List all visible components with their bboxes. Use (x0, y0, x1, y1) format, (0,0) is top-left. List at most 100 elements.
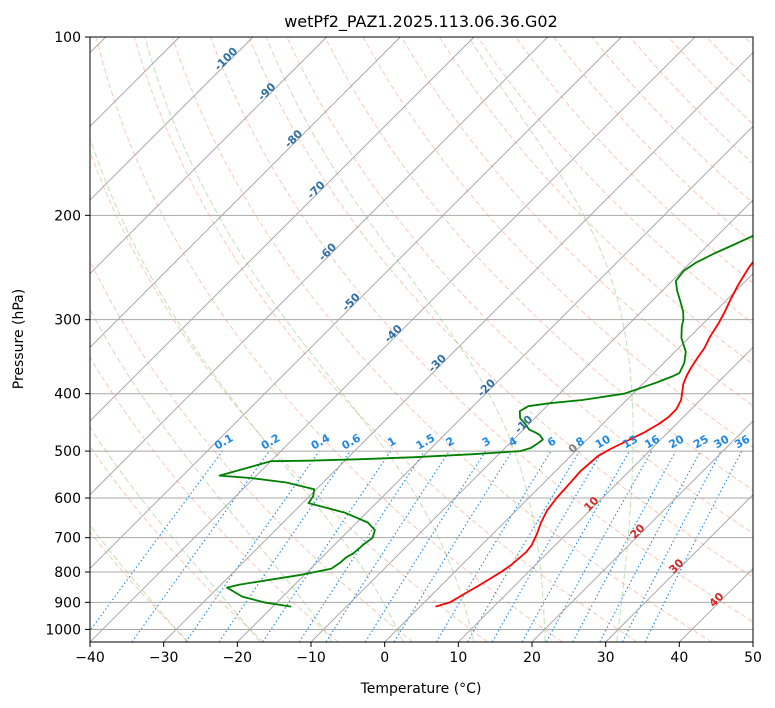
isotherm-label: -50 (340, 290, 363, 313)
x-tick-label: −30 (149, 650, 179, 666)
moist-adiabat (90, 136, 404, 642)
dry-adiabat (90, 445, 264, 642)
dry-adiabat (553, 37, 753, 244)
isotherm-label: -90 (255, 80, 278, 103)
x-tick-label: 10 (449, 650, 467, 666)
profile-traces (218, 234, 753, 608)
isotherm-label: -70 (304, 178, 327, 201)
moist-adiabat (144, 37, 475, 642)
isotherm (310, 199, 753, 642)
mixing-ratio-line (298, 450, 425, 642)
isotherm (752, 641, 753, 642)
dry-adiabat (591, 37, 753, 204)
isotherm (90, 37, 475, 422)
mixing-ratio-line (572, 450, 677, 642)
x-tick-label: 0 (380, 650, 389, 666)
isotherm (90, 37, 548, 496)
x-tick-label: −40 (75, 650, 105, 666)
x-tick-label: 30 (597, 650, 615, 666)
dry-adiabat (210, 37, 753, 623)
x-axis-label: Temperature (°C) (360, 681, 482, 697)
mixing-ratio-label: 1.5 (414, 431, 437, 452)
mixing-ratio-line (131, 450, 270, 642)
isotherm (531, 420, 753, 642)
y-tick-label: 1000 (45, 622, 81, 638)
y-tick-label: 300 (54, 313, 81, 329)
mixing-ratio-label: 20 (667, 432, 687, 451)
mixing-ratio-line (325, 450, 450, 642)
mixing-ratio-line (262, 450, 392, 642)
isotherm (90, 37, 254, 201)
isotherm (90, 37, 622, 569)
isotherm-label: -80 (282, 127, 305, 150)
x-tick-label: −10 (296, 650, 326, 666)
isotherm-label: -10 (512, 412, 535, 435)
y-axis-ticks: 100 200 300 400 500 600 700 800 900 1000 (45, 30, 90, 638)
x-tick-label: −20 (223, 650, 253, 666)
line-labels: -100-90-80-70-60-50-40-30-20-10010203040… (212, 44, 753, 609)
temperature-trace (435, 260, 753, 608)
isotherm (90, 37, 401, 348)
isotherm-label: -40 (382, 322, 405, 345)
isotherm (90, 37, 327, 275)
isotherm-label: -100 (212, 44, 241, 73)
x-tick-label: 40 (670, 650, 688, 666)
mixing-ratio-line (435, 450, 552, 642)
isotherm (679, 567, 753, 642)
pressure-gridlines (90, 37, 753, 630)
isotherm (90, 37, 696, 642)
dry-adiabat (90, 259, 414, 642)
background-lines (90, 37, 753, 642)
mixing-ratio-line (185, 450, 320, 642)
dry-adiabat (515, 37, 753, 284)
isotherm (163, 52, 753, 642)
isotherm (384, 273, 753, 642)
dry-adiabat (744, 37, 753, 47)
dry-adiabat (90, 150, 488, 642)
mixing-ratio-label: 2 (444, 434, 457, 449)
isotherm-label: 30 (666, 556, 686, 576)
moist-adiabat (265, 37, 546, 642)
y-tick-label: 700 (54, 531, 81, 547)
x-axis-ticks: −40 −30 −20 −10 0 10 20 30 40 50 (75, 642, 762, 666)
mixing-ratio-label: 30 (712, 432, 732, 451)
dry-adiabat (400, 37, 753, 407)
dry-adiabat (438, 37, 753, 366)
isotherm (605, 494, 753, 642)
moist-adiabat (90, 308, 333, 642)
dry-adiabat (248, 37, 753, 578)
mixing-ratio-line (545, 450, 653, 642)
dry-adiabat (668, 37, 753, 125)
dry-adiabat (171, 37, 712, 642)
x-tick-label: 20 (523, 650, 541, 666)
y-tick-label: 600 (54, 491, 81, 507)
mixing-ratio-label: 0.4 (309, 431, 333, 452)
y-tick-label: 200 (54, 208, 81, 224)
moist-adiabat (468, 37, 634, 642)
mixing-ratio-label: 0.1 (212, 431, 235, 452)
moist-adiabat (90, 426, 261, 642)
mixing-ratio-label: 16 (642, 432, 662, 451)
y-tick-label: 900 (54, 595, 81, 611)
y-tick-label: 800 (54, 565, 81, 581)
chart-title: wetPf2_PAZ1.2025.113.06.36.G02 (284, 12, 558, 32)
mixing-ratio-line (393, 450, 513, 642)
mixing-ratio-label: 3 (480, 434, 493, 449)
isotherm-label: -60 (316, 240, 339, 263)
isotherm-label: 40 (707, 590, 727, 610)
mixing-ratio-line (90, 450, 223, 632)
y-tick-label: 100 (54, 30, 81, 46)
isotherm-label: -30 (426, 352, 449, 375)
y-tick-label: 500 (54, 444, 81, 460)
dry-adiabat (706, 37, 753, 86)
dry-adiabat (90, 531, 190, 642)
isotherm-label: 10 (581, 494, 601, 514)
mixing-ratio-label: 6 (545, 434, 558, 449)
dry-adiabat (324, 37, 753, 491)
mixing-ratio-label: 0.6 (340, 431, 364, 452)
y-axis-label: Pressure (hPa) (11, 289, 27, 389)
isotherm (458, 346, 753, 642)
mixing-ratio-line (599, 450, 701, 642)
mixing-ratio-line (644, 450, 743, 642)
